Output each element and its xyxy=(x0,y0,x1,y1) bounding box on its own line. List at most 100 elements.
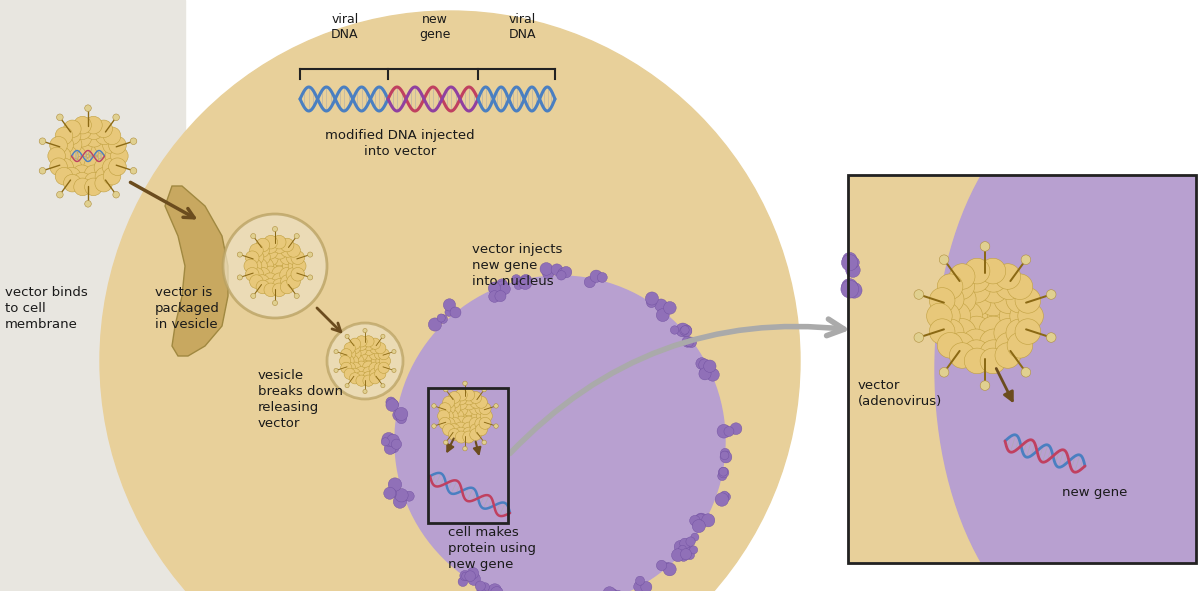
Circle shape xyxy=(254,267,270,282)
Circle shape xyxy=(442,392,488,440)
Circle shape xyxy=(348,368,360,380)
Circle shape xyxy=(934,303,960,330)
Bar xyxy=(848,175,1196,563)
Circle shape xyxy=(455,389,467,401)
Circle shape xyxy=(994,285,1022,313)
Circle shape xyxy=(370,338,380,349)
Circle shape xyxy=(341,349,352,360)
Circle shape xyxy=(374,343,386,354)
Circle shape xyxy=(379,355,390,366)
Circle shape xyxy=(280,249,295,265)
Circle shape xyxy=(244,259,258,273)
Circle shape xyxy=(664,563,676,576)
Circle shape xyxy=(842,252,857,267)
Circle shape xyxy=(846,263,860,277)
Circle shape xyxy=(396,414,407,424)
Circle shape xyxy=(690,546,697,554)
Circle shape xyxy=(432,424,437,428)
Circle shape xyxy=(334,349,338,353)
Circle shape xyxy=(496,281,509,294)
Circle shape xyxy=(846,282,862,298)
Circle shape xyxy=(53,121,122,191)
Circle shape xyxy=(463,389,475,401)
Circle shape xyxy=(55,167,73,185)
Circle shape xyxy=(254,249,270,265)
Circle shape xyxy=(718,472,727,480)
Circle shape xyxy=(499,284,510,294)
Circle shape xyxy=(719,467,728,478)
Circle shape xyxy=(290,251,305,265)
Circle shape xyxy=(462,422,476,436)
Circle shape xyxy=(1021,368,1031,377)
Circle shape xyxy=(85,178,102,196)
Polygon shape xyxy=(166,186,228,356)
Circle shape xyxy=(488,291,500,303)
Circle shape xyxy=(476,410,490,423)
Circle shape xyxy=(935,265,1036,366)
Circle shape xyxy=(344,343,355,354)
Circle shape xyxy=(90,146,109,166)
Circle shape xyxy=(937,333,962,358)
Circle shape xyxy=(64,174,82,192)
Circle shape xyxy=(49,137,67,154)
Circle shape xyxy=(404,491,414,501)
Bar xyxy=(0,0,185,591)
Circle shape xyxy=(703,360,716,372)
Circle shape xyxy=(467,567,479,579)
Circle shape xyxy=(560,267,571,278)
Circle shape xyxy=(700,366,709,376)
Circle shape xyxy=(965,258,990,284)
Circle shape xyxy=(540,262,553,275)
Circle shape xyxy=(707,368,719,381)
Circle shape xyxy=(722,492,731,501)
Circle shape xyxy=(448,395,460,408)
Circle shape xyxy=(432,404,437,408)
Circle shape xyxy=(272,251,287,266)
Circle shape xyxy=(1000,301,1028,330)
Circle shape xyxy=(84,156,103,176)
Circle shape xyxy=(106,147,124,165)
Circle shape xyxy=(720,451,732,463)
Circle shape xyxy=(980,348,1006,374)
Circle shape xyxy=(680,326,692,336)
Circle shape xyxy=(391,439,402,449)
Circle shape xyxy=(475,424,487,436)
Text: new
gene: new gene xyxy=(419,13,451,41)
Circle shape xyxy=(695,514,707,525)
Circle shape xyxy=(962,287,991,316)
Text: cell makes
protein using
new gene: cell makes protein using new gene xyxy=(448,526,536,571)
Circle shape xyxy=(355,348,367,361)
Circle shape xyxy=(85,105,91,112)
Circle shape xyxy=(238,275,242,280)
Circle shape xyxy=(551,264,563,275)
Circle shape xyxy=(678,551,689,561)
Circle shape xyxy=(455,402,468,416)
Circle shape xyxy=(250,268,264,282)
Circle shape xyxy=(494,291,506,301)
Circle shape xyxy=(355,366,367,379)
Circle shape xyxy=(384,487,396,499)
Circle shape xyxy=(491,587,503,591)
Circle shape xyxy=(994,319,1022,348)
Circle shape xyxy=(251,233,256,239)
Circle shape xyxy=(468,573,480,586)
Circle shape xyxy=(493,424,498,428)
Circle shape xyxy=(1006,285,1033,313)
Circle shape xyxy=(584,277,595,288)
Circle shape xyxy=(439,417,451,429)
Circle shape xyxy=(462,572,470,580)
Circle shape xyxy=(362,343,376,355)
Circle shape xyxy=(94,135,114,154)
Circle shape xyxy=(382,438,390,446)
Circle shape xyxy=(455,431,467,443)
Circle shape xyxy=(641,582,652,591)
Text: vesicle
breaks down
releasing
vector: vesicle breaks down releasing vector xyxy=(258,369,343,430)
Circle shape xyxy=(1046,290,1056,299)
Circle shape xyxy=(352,355,364,367)
Circle shape xyxy=(62,158,82,177)
Circle shape xyxy=(647,298,656,307)
Circle shape xyxy=(95,120,113,138)
Circle shape xyxy=(948,272,974,300)
Circle shape xyxy=(647,294,656,303)
Circle shape xyxy=(294,293,299,298)
